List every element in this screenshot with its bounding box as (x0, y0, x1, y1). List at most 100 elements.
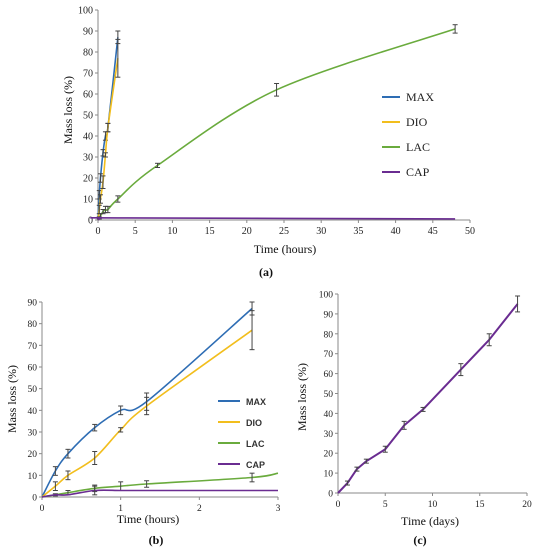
chart-c-ytick-label: 50 (324, 390, 334, 400)
chart-c-ytick-label: 0 (328, 490, 333, 500)
chart-a-errorbar-lac (155, 162, 161, 168)
chart-a-ytick-label: 70 (83, 69, 93, 80)
chart-b-series-cap-line (41, 489, 278, 498)
chart-a-errorbar-max (97, 173, 103, 183)
chart-a-panel-label: (a) (259, 265, 273, 279)
chart-a-legend-label-cap: CAP (406, 165, 430, 179)
chart-a-errorbar-lac (274, 83, 280, 97)
chart-c-errorbar-cap (515, 295, 521, 313)
chart-a-ytick-label: 60 (83, 90, 93, 101)
chart-b-mass-loss-hours-zoom: Mass loss (%) Time (hours) (b) 010203040… (5, 299, 281, 548)
chart-a-mass-loss-hours: Mass loss (%) Time (hours) (a) 0 10 20 30 40… (61, 6, 475, 280)
chart-b-errorbar-lac (144, 480, 150, 488)
chart-a-ytick-label: 90 (83, 27, 93, 38)
chart-c-ytick-label: 30 (324, 430, 334, 440)
chart-b-ytick-label: 30 (28, 429, 38, 439)
chart-b-ytick-label: 80 (28, 320, 38, 330)
chart-b-errorbar-dio (52, 481, 58, 491)
chart-b-xtick-label: 0 (40, 504, 45, 514)
chart-a-ylabel: Mass loss (%) (61, 76, 75, 144)
chart-a-errorbar-lac (115, 195, 121, 203)
chart-c-xtick-label: 20 (522, 500, 532, 510)
chart-c-xlabel: Time (days) (401, 514, 459, 528)
chart-b-errorbar-max (52, 466, 58, 476)
chart-c-ylabel: Mass loss (%) (295, 363, 309, 431)
chart-a-xtick-label: 10 (167, 226, 177, 237)
chart-b-errorbar-cap (92, 485, 98, 496)
chart-c-errorbar-cap (401, 420, 407, 430)
chart-a-xtick-label: 45 (428, 226, 438, 237)
chart-b-xlabel: Time (hours) (117, 512, 180, 526)
chart-c-ytick-label: 90 (324, 310, 334, 320)
chart-a-legend-label-lac: LAC (406, 140, 430, 154)
chart-a-xtick-label: 20 (242, 226, 252, 237)
chart-a-errorbar-dio (115, 38, 121, 78)
chart-a-ytick-label: 20 (83, 174, 93, 185)
chart-a-errorbar-dio (100, 175, 106, 189)
chart-a-errorbar-lac (105, 205, 111, 214)
chart-b-errorbar-max (118, 405, 124, 416)
chart-b-errorbar-max (92, 423, 98, 432)
chart-b-errorbar-dio (92, 451, 98, 465)
chart-c-errorbar-cap (354, 466, 360, 472)
chart-c-mass-loss-days: Mass loss (%) Time (days) (c) 0 10 20 30 40 5… (295, 291, 532, 548)
chart-a-xtick-label: 50 (465, 226, 475, 237)
chart-a-series-lac-line (97, 28, 456, 221)
chart-b-ytick-label: 70 (28, 342, 38, 352)
chart-a-ytick-label: 0 (88, 216, 93, 227)
chart-a-ytick-label: 50 (83, 111, 93, 122)
chart-a-errorbar-dio (102, 152, 108, 158)
chart-c-xtick-label: 0 (336, 500, 341, 510)
chart-c-errorbar-cap (420, 406, 426, 412)
chart-b-errorbar-dio (144, 396, 150, 416)
chart-c-ytick-label: 10 (324, 470, 334, 480)
chart-c-ytick-label: 70 (324, 350, 334, 360)
chart-a-xtick-label: 35 (353, 226, 363, 237)
chart-c-errorbar-cap (486, 333, 492, 347)
chart-b-xtick-label: 3 (276, 504, 281, 514)
chart-c-series-cap-line (337, 303, 519, 494)
chart-a-xlabel: Time (hours) (254, 242, 317, 256)
chart-b-errorbar-dio (249, 310, 255, 351)
chart-b-ytick-label: 40 (28, 407, 38, 417)
chart-b-ytick-label: 60 (28, 364, 38, 374)
chart-c-errorbar-cap (382, 445, 388, 453)
chart-a-legend-label-dio: DIO (406, 115, 428, 129)
chart-b-errorbar-dio (65, 470, 71, 481)
chart-a-ytick-label: 30 (83, 153, 93, 164)
chart-a-legend-label-max: MAX (406, 90, 434, 104)
chart-a-xtick-label: 15 (205, 226, 215, 237)
chart-b-ytick-label: 50 (28, 385, 38, 395)
chart-b-legend-label-lac: LAC (246, 439, 265, 449)
chart-b-xtick-label: 1 (118, 504, 123, 514)
chart-c-panel-label: (c) (413, 533, 426, 547)
chart-c-errorbar-cap (344, 480, 350, 486)
chart-c-errorbar-cap (458, 363, 464, 377)
chart-b-errorbar-lac (249, 472, 255, 483)
chart-a-errorbar-dio (105, 122, 111, 133)
chart-b-errorbar-dio (118, 427, 124, 433)
chart-b-panel-label: (b) (149, 533, 164, 547)
chart-b-legend-label-cap: CAP (246, 460, 265, 470)
chart-a-errorbar-lac (452, 24, 458, 34)
chart-a-ytick-label: 10 (83, 195, 93, 206)
chart-c-errorbar-cap (363, 458, 369, 464)
chart-a-ytick-label: 80 (83, 48, 93, 59)
chart-a-xtick-label: 40 (391, 226, 401, 237)
chart-a-errorbar-dio (97, 194, 103, 204)
chart-a-series-cap-line (90, 217, 456, 221)
chart-c-xtick-label: 10 (428, 500, 438, 510)
chart-b-ytick-label: 20 (28, 450, 38, 460)
chart-b-xtick-label: 2 (197, 504, 202, 514)
chart-b-errorbar-max (65, 448, 71, 459)
chart-c-xtick-label: 15 (475, 500, 485, 510)
chart-c-ytick-label: 20 (324, 450, 334, 460)
chart-c-ytick-label: 100 (319, 291, 334, 301)
chart-a-ytick-label: 100 (78, 6, 93, 17)
chart-a-series-dio-line (97, 58, 119, 221)
chart-a-xtick-label: 0 (96, 226, 101, 237)
chart-c-ytick-label: 80 (324, 330, 334, 340)
chart-b-ytick-label: 90 (28, 299, 38, 309)
chart-b-ylabel: Mass loss (%) (5, 365, 19, 433)
